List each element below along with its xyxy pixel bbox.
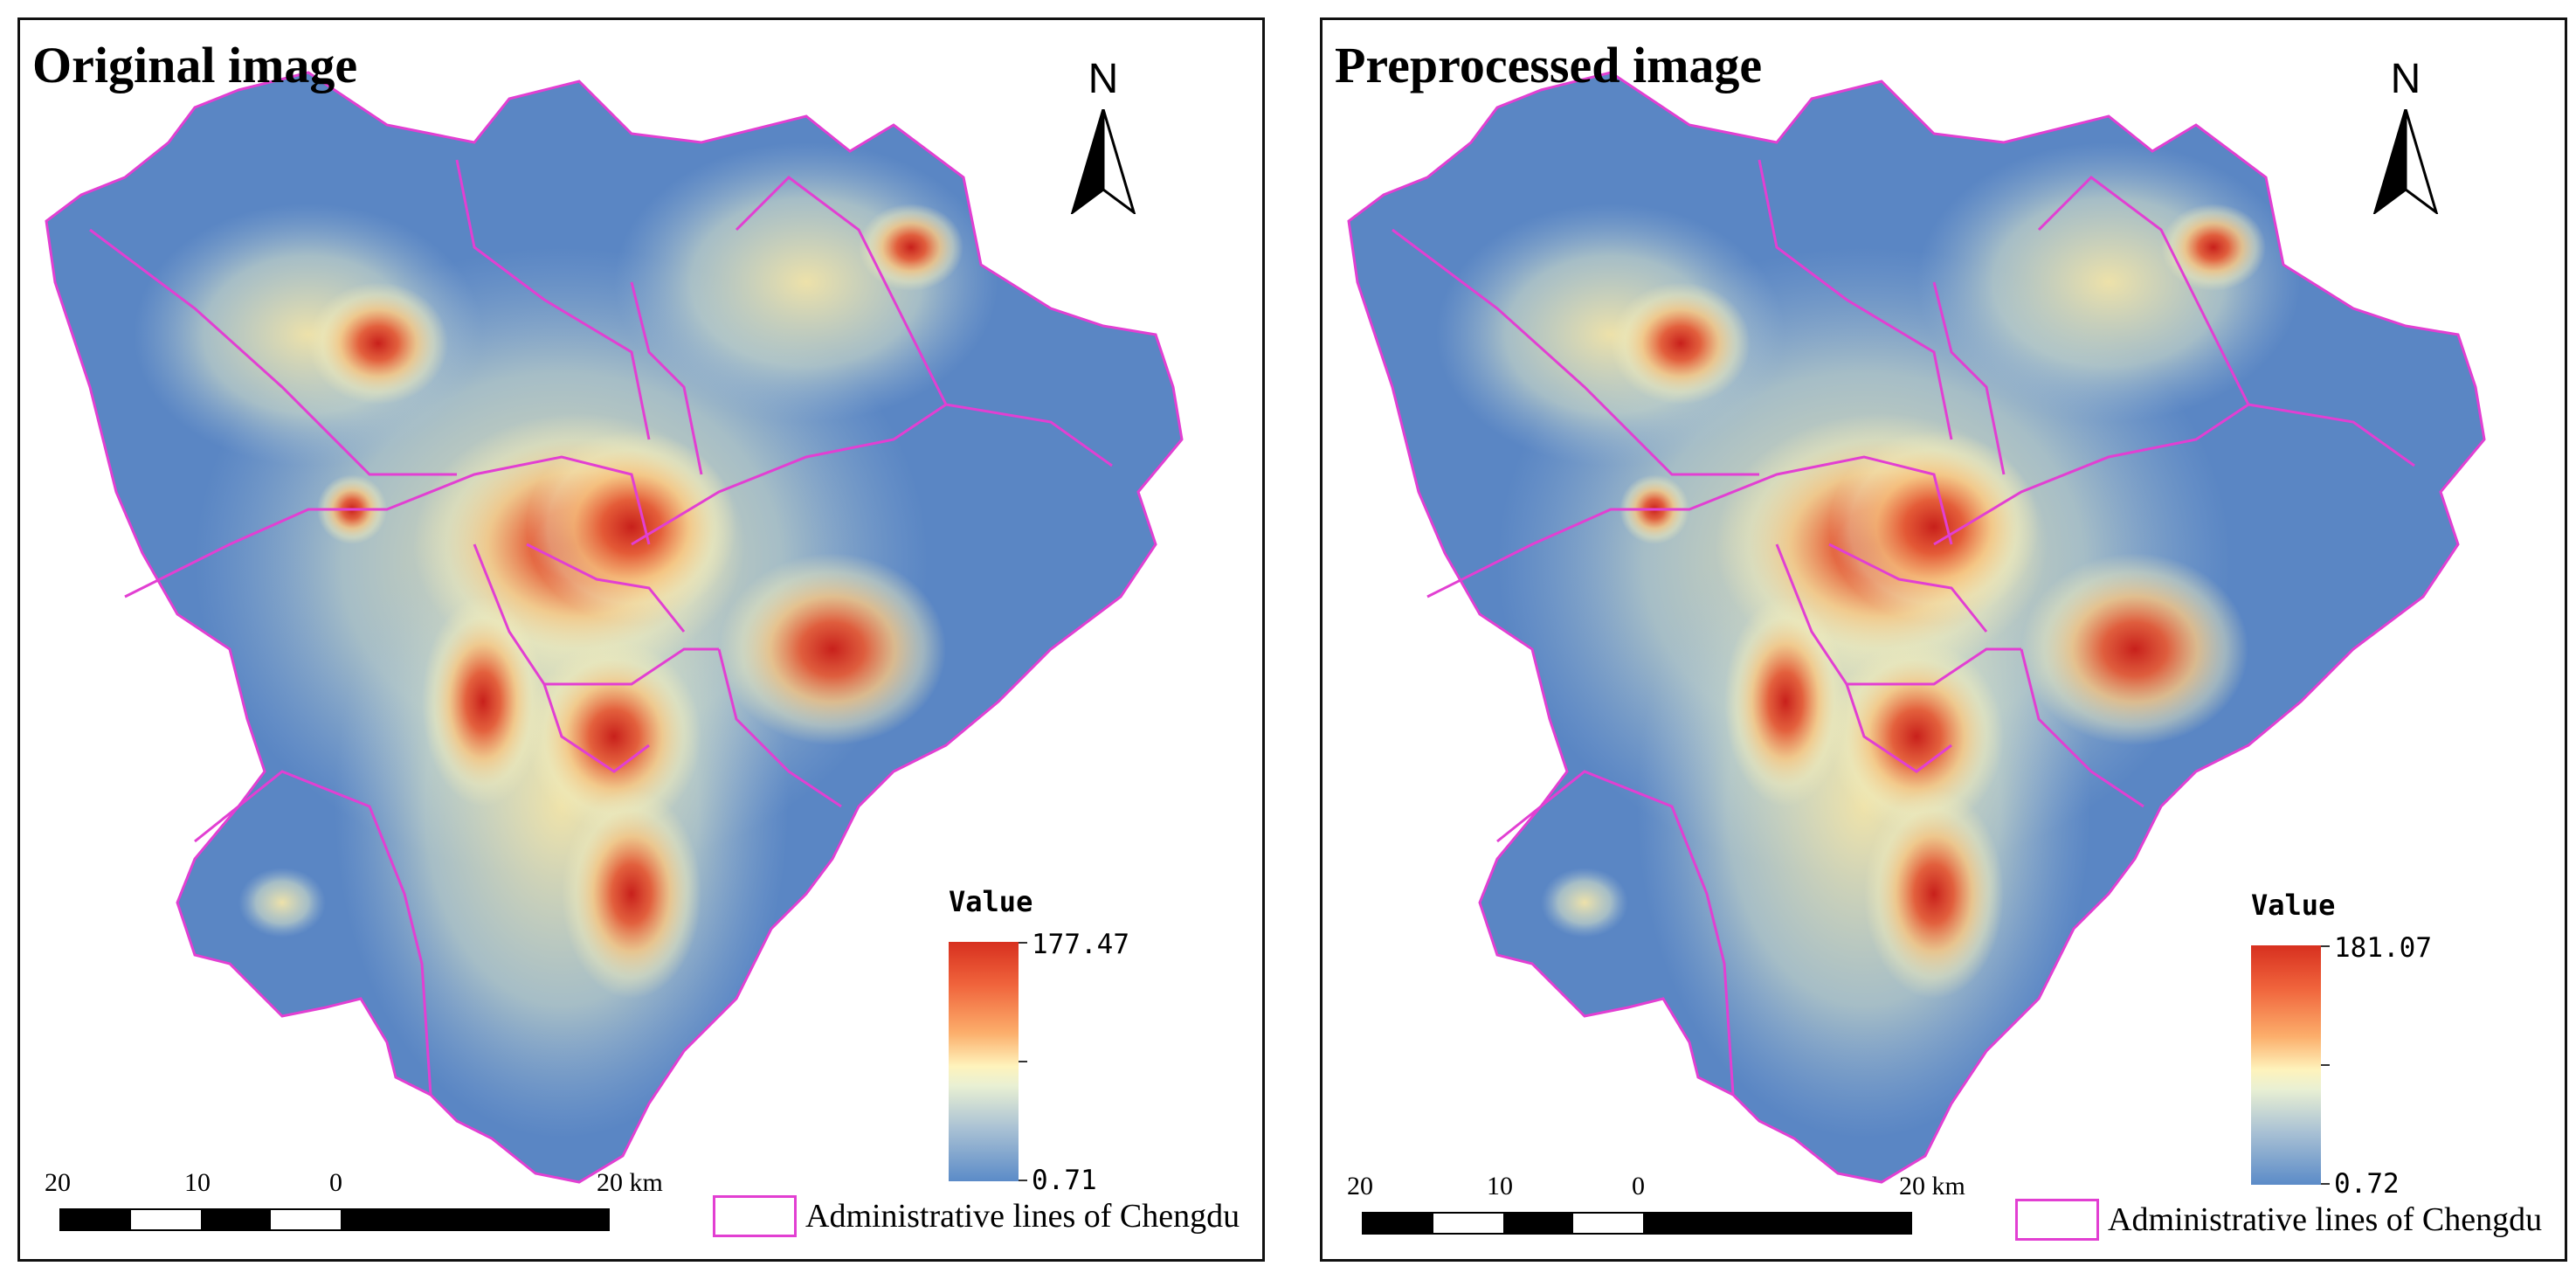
night-light-map [1347,71,2486,1184]
legend-tick-max [1019,942,1027,944]
scale-label-20-km: 20 km [1899,1172,1965,1200]
admin-lines-label: Administrative lines of Chengdu [2108,1201,2543,1238]
night-light-map [45,71,1184,1184]
scale-bar [1362,1212,1912,1235]
scale-label-0: 0 [329,1168,342,1197]
north-label: N [2390,56,2421,102]
scale-label-20: 20 [45,1168,71,1197]
admin-lines-label: Administrative lines of Chengdu [805,1198,1240,1235]
panel-title: Preprocessed image [1335,37,1763,93]
legend-title: Value [949,885,1033,918]
admin-lines-swatch [2015,1199,2099,1241]
legend-min-value: 0.72 [2334,1168,2400,1200]
original-image-panel: Original image N Value 177.47 0.71 20 10… [17,17,1265,1262]
legend-tick-max [2321,945,2330,947]
legend-tick-min [1019,1180,1027,1181]
north-label: N [1088,56,1119,102]
scale-label-0: 0 [1632,1172,1645,1200]
admin-lines-legend: Administrative lines of Chengdu [2015,1199,2542,1241]
scale-label-10: 10 [1487,1172,1513,1200]
north-arrow: N [1064,55,1143,221]
scale-bar [59,1208,610,1231]
north-arrow-icon [1070,109,1136,214]
legend-tick-mid [1019,1061,1027,1062]
north-arrow: N [2366,55,2445,221]
scale-label-10: 10 [184,1168,211,1197]
legend-color-ramp [2251,945,2321,1185]
legend-max-value: 177.47 [1032,929,1129,960]
panel-title: Original image [32,37,358,93]
legend-tick-mid [2321,1064,2330,1066]
legend-max-value: 181.07 [2334,932,2432,964]
admin-lines-legend: Administrative lines of Chengdu [713,1195,1240,1237]
legend-tick-min [2321,1183,2330,1185]
legend-title: Value [2251,889,2336,922]
legend-min-value: 0.71 [1032,1165,1097,1196]
north-arrow-icon [2372,109,2439,214]
scale-label-20-km: 20 km [597,1168,663,1197]
preprocessed-image-panel: Preprocessed image N Value 181.07 0.72 2… [1320,17,2567,1262]
scale-label-20: 20 [1347,1172,1373,1200]
legend-color-ramp [949,942,1019,1181]
admin-lines-swatch [713,1195,797,1237]
